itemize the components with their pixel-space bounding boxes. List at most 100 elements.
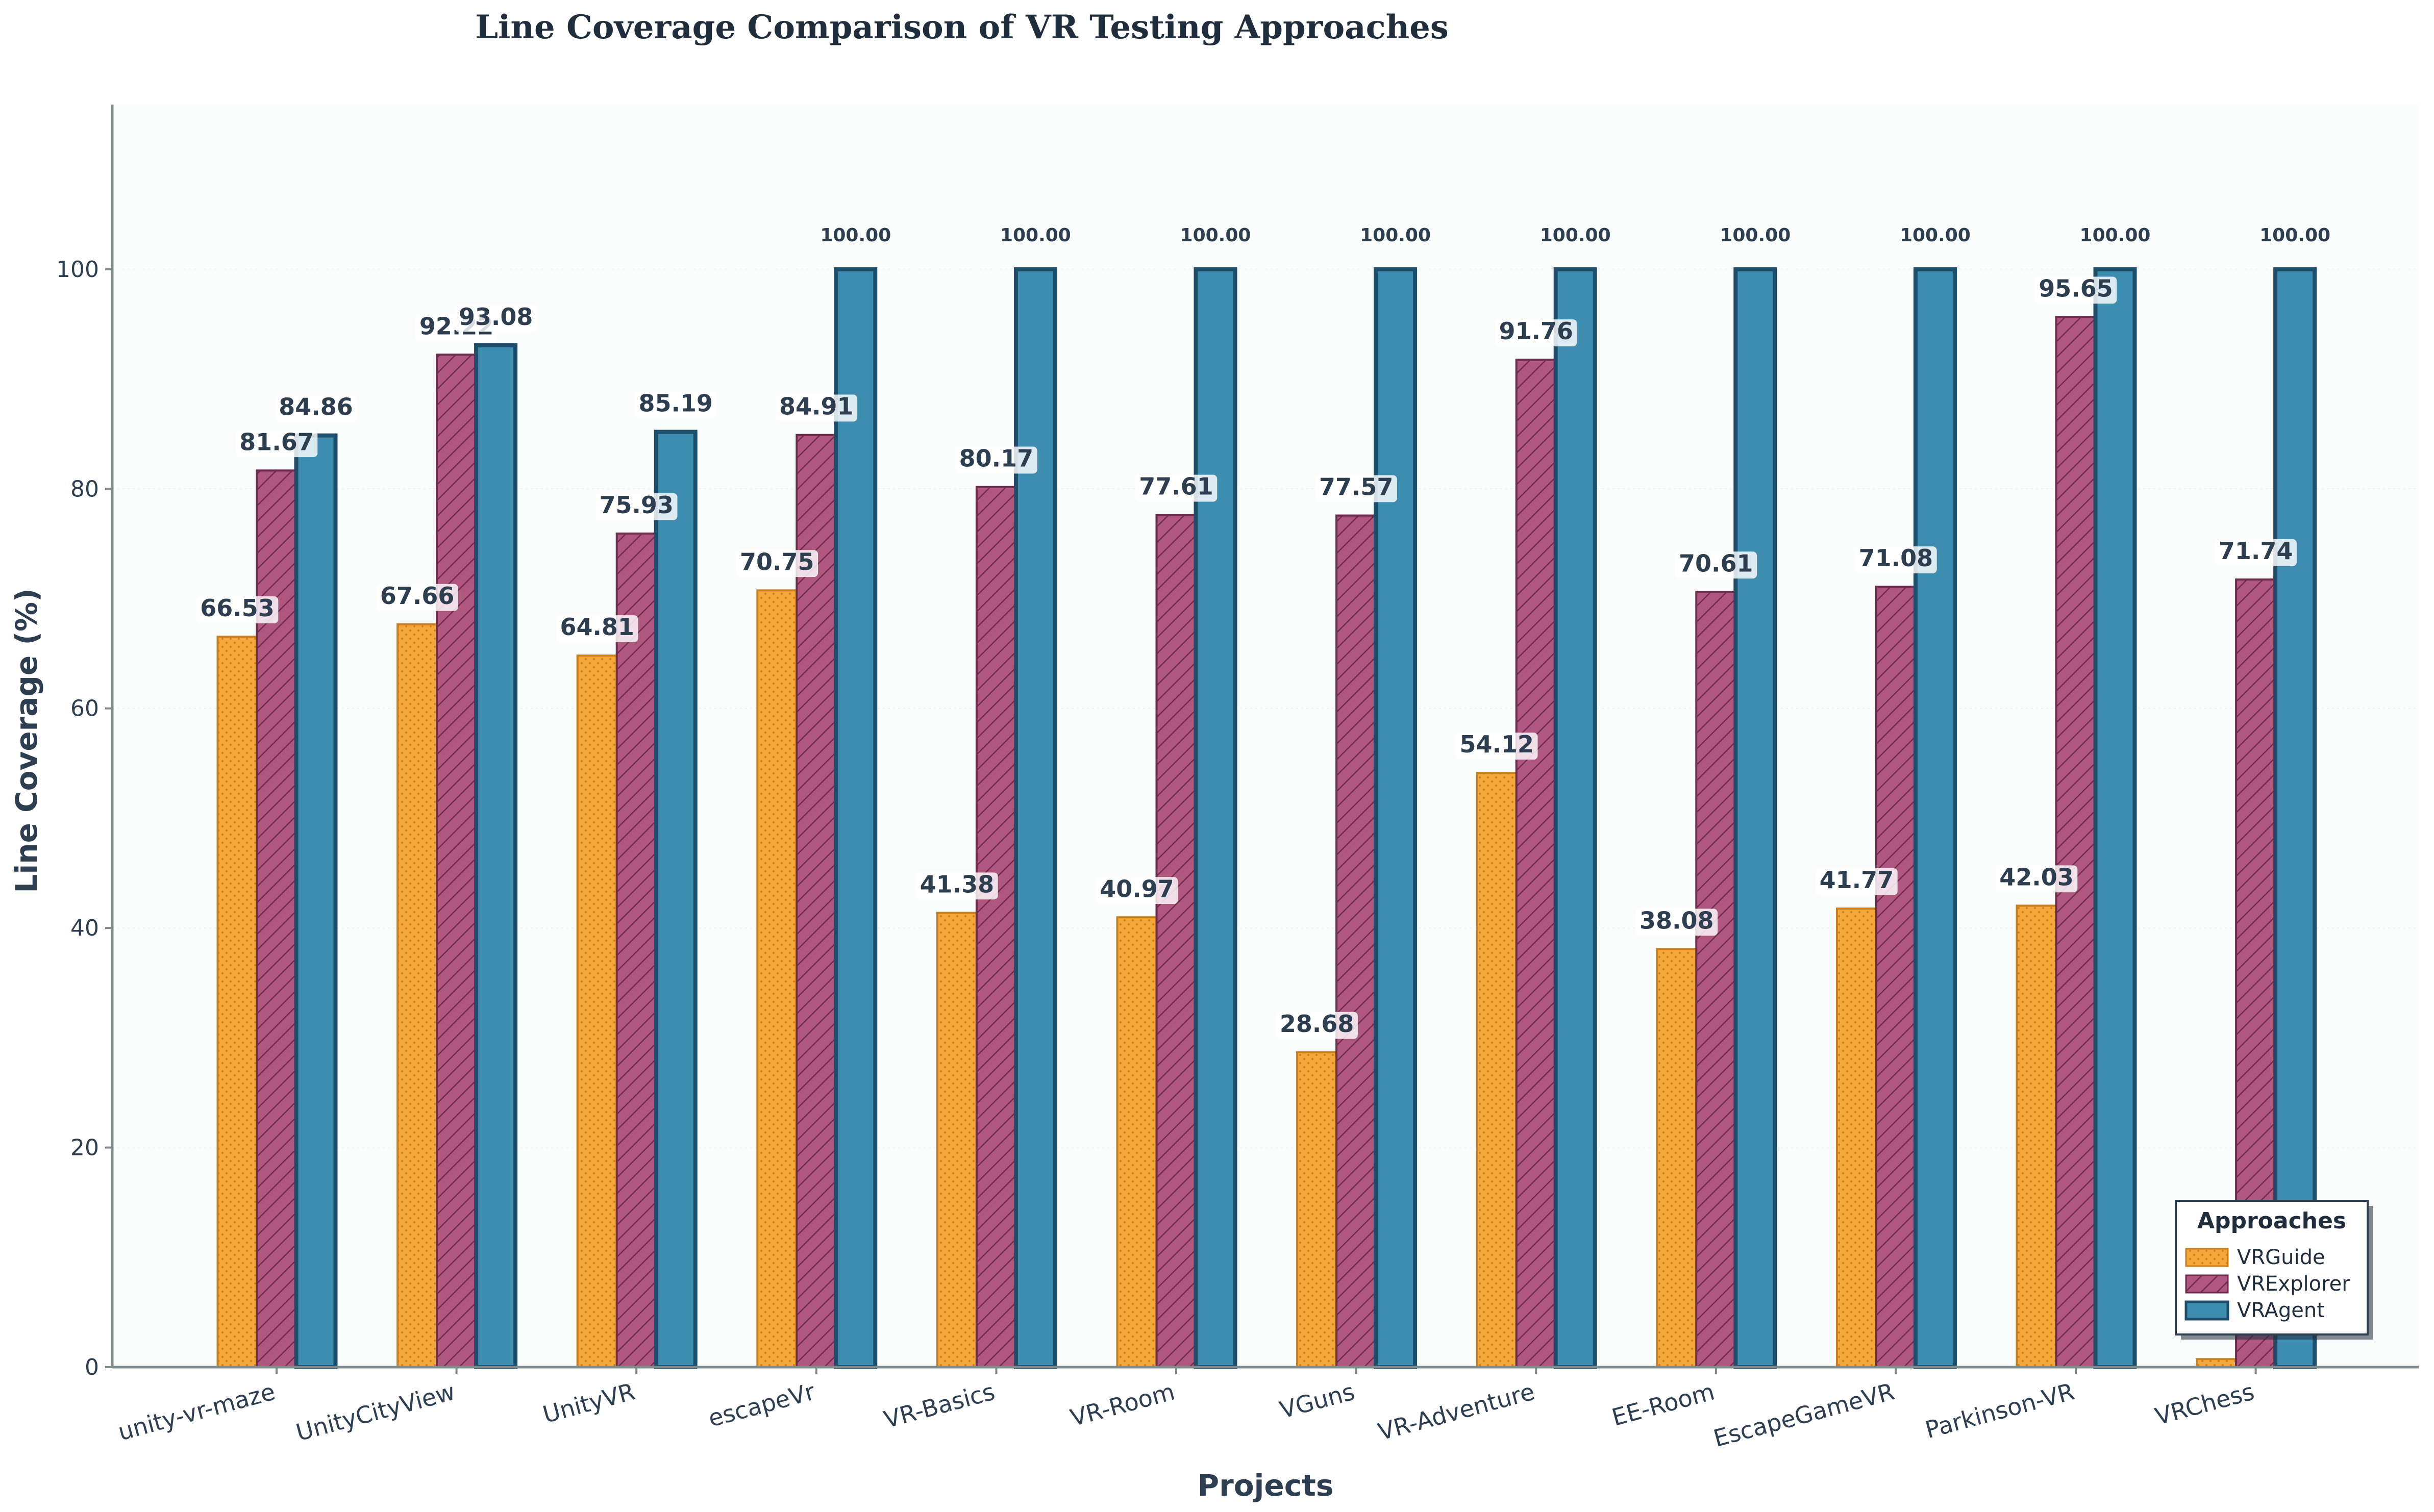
data-label: 100.00 [2259, 225, 2330, 246]
data-label-bg [2034, 276, 2117, 304]
data-label-bg [1675, 551, 1757, 579]
data-label: 67.66 [380, 582, 455, 610]
data-label-bg [1455, 733, 1538, 760]
bar-vrexplorer [2055, 316, 2097, 1369]
data-label-bg [1495, 319, 1577, 346]
data-label: 40.97 [1100, 875, 1174, 902]
bar-vragent [654, 430, 698, 1370]
data-label-bg [2215, 539, 2297, 566]
data-label: 54.12 [1459, 730, 1534, 758]
bar-vragent [2093, 267, 2137, 1369]
bar-vrexplorer [1695, 591, 1737, 1368]
bar-vrguide [216, 636, 258, 1368]
y-axis-label: Line Coverage (%) [9, 588, 44, 893]
data-label-bg [1635, 909, 1718, 936]
legend-swatch-vrexplorer [2185, 1274, 2229, 1294]
data-label: 100.00 [1720, 225, 1791, 246]
bar-vrexplorer [615, 532, 657, 1368]
data-label-bg [736, 550, 818, 577]
data-label: 84.86 [279, 393, 353, 421]
bar-vrexplorer [1875, 586, 1917, 1368]
legend-label-vragent: VRAgent [2237, 1299, 2325, 1322]
bar-vrguide [1296, 1051, 1338, 1369]
data-label-bg [916, 872, 998, 900]
x-tick-label: VR-Basics [881, 1377, 998, 1433]
data-label: 41.38 [920, 870, 995, 898]
y-tick-label: 80 [70, 476, 99, 502]
data-label: 100.00 [2080, 225, 2151, 246]
data-label: 77.57 [1319, 473, 1394, 501]
data-label-bg [1135, 474, 1218, 502]
bar-vrguide [1835, 908, 1877, 1369]
data-label-bg [595, 493, 678, 520]
legend-title: Approaches [2197, 1208, 2346, 1234]
bar-vragent [1374, 267, 1418, 1369]
bar-vrexplorer [436, 354, 478, 1368]
data-label: 80.17 [959, 445, 1034, 472]
data-label: 93.08 [459, 303, 533, 331]
data-label: 38.08 [1640, 906, 1714, 934]
bar-vrguide [1656, 948, 1698, 1368]
x-tick-label: EE-Room [1609, 1377, 1718, 1431]
y-tick-label: 20 [70, 1135, 99, 1161]
data-label-bg [775, 394, 858, 422]
data-label: 100.00 [1180, 225, 1251, 246]
legend-label-vrexplorer: VRExplorer [2237, 1272, 2350, 1296]
data-label-bg [376, 584, 458, 611]
data-label: 100.00 [1540, 225, 1611, 246]
bar-vrexplorer [1155, 514, 1197, 1368]
data-label: 66.53 [200, 594, 275, 622]
x-tick-label: UnityCityView [293, 1377, 458, 1446]
bar-vragent [1733, 267, 1777, 1369]
x-tick-label: VGuns [1277, 1377, 1357, 1424]
legend: Approaches VRGuide VRExplorer VRAgent [2175, 1200, 2369, 1335]
bar-vrguide [576, 654, 618, 1368]
bar-vrguide [396, 623, 438, 1368]
bar-vrexplorer [1335, 514, 1377, 1368]
data-label-bg [1855, 546, 1937, 574]
bar-vrexplorer [975, 486, 1017, 1368]
data-label: 41.77 [1820, 866, 1894, 894]
data-label: 64.81 [560, 613, 634, 641]
bar-vragent [474, 343, 518, 1370]
data-label-bg [1995, 865, 2078, 893]
data-label: 84.91 [779, 393, 854, 420]
data-label: 71.08 [1859, 544, 1933, 572]
y-tick-label: 60 [70, 696, 99, 722]
x-tick-label: VRChess [2152, 1377, 2257, 1430]
data-label: 71.74 [2219, 537, 2293, 565]
data-label-bg [235, 430, 318, 458]
data-labels: 66.5381.6784.8667.6692.2293.0864.8175.93… [196, 225, 2330, 1039]
data-label: 77.61 [1139, 473, 1213, 500]
x-tick-label: escapeVr [705, 1377, 817, 1432]
y-tick-label: 100 [56, 257, 99, 283]
y-tick-label: 40 [70, 915, 99, 941]
data-label-bg [1816, 868, 1898, 895]
data-label-bg [634, 391, 717, 419]
data-label-bg [1315, 475, 1397, 502]
bar-vragent [1013, 267, 1057, 1369]
data-label: 85.19 [638, 390, 713, 417]
legend-swatch-vragent [2184, 1300, 2229, 1321]
data-label: 100.00 [1360, 225, 1431, 246]
data-label: 100.00 [1900, 225, 1971, 246]
x-tick-label: UnityVR [540, 1377, 638, 1428]
bar-vrguide [756, 589, 798, 1368]
data-label: 70.75 [740, 548, 814, 575]
data-label-bg [455, 305, 537, 332]
data-label-bg [196, 596, 279, 623]
bar-vrguide [936, 912, 978, 1368]
y-tick-label: 0 [85, 1354, 99, 1380]
data-label-bg [1096, 877, 1178, 904]
data-label-bg [955, 446, 1037, 474]
bar-vragent [1194, 267, 1237, 1369]
data-label-bg [556, 615, 638, 642]
data-label: 91.76 [1499, 317, 1573, 345]
bar-vrexplorer [1515, 359, 1557, 1369]
bar-vrguide [1476, 772, 1518, 1368]
data-label-bg [275, 395, 357, 422]
chart-title: Line Coverage Comparison of VR Testing A… [475, 8, 1449, 46]
data-label: 81.67 [239, 428, 314, 456]
